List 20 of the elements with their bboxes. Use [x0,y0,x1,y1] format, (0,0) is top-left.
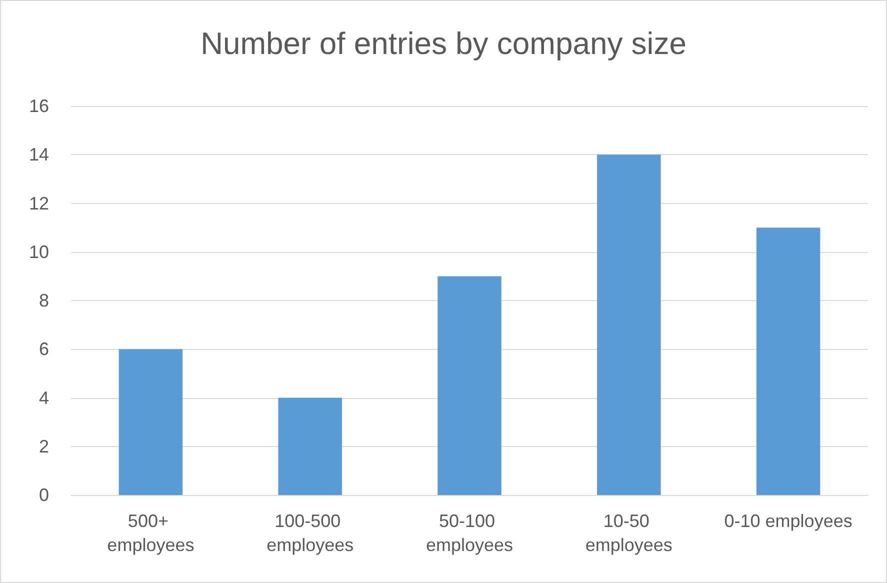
y-tick-label: 14 [28,144,49,165]
x-tick-label: 500+ employees [107,511,194,555]
y-tick-label: 8 [38,290,49,310]
y-tick-label: 12 [28,193,49,214]
x-tick-label: 0-10 employees [724,511,852,531]
y-tick-label: 6 [38,339,49,360]
y-tick-label: 2 [38,436,49,456]
bar [597,154,661,495]
bar [278,398,342,495]
bar [756,228,820,495]
y-tick-label: 10 [28,242,49,262]
x-tick-label: 50-100 employees [426,511,514,555]
y-tick-label: 16 [28,96,49,116]
x-tick-label: 10-50 employees [585,511,672,555]
bar [438,276,502,495]
bar [118,349,183,495]
x-tick-label: 100-500 employees [266,511,354,555]
y-tick-label: 4 [38,388,49,408]
y-tick-label: 0 [38,485,49,505]
chart-title: Number of entries by company size [200,26,686,61]
